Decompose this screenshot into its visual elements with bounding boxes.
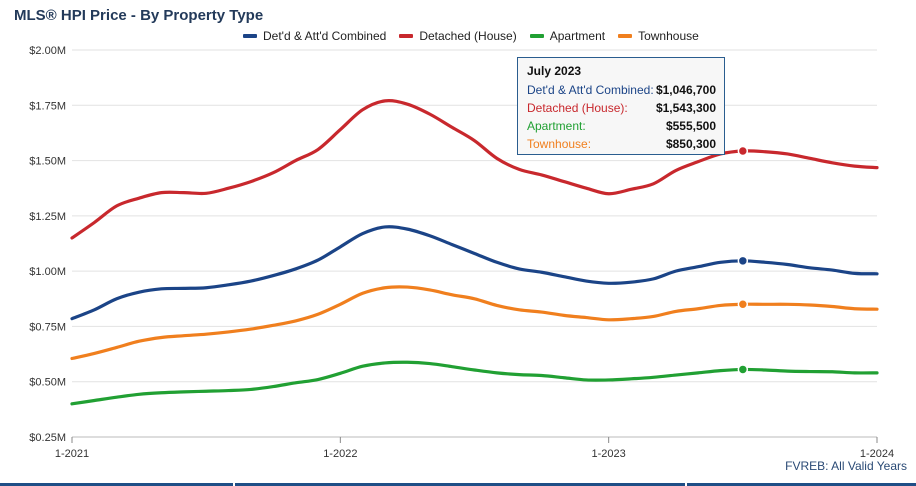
legend: Det'd & Att'd Combined Detached (House) … [243, 29, 699, 43]
bottom-tab-divider [233, 483, 235, 486]
marker-detached[interactable] [737, 145, 749, 157]
legend-swatch-combined [243, 34, 257, 38]
x-tick-label: 1-2023 [592, 448, 626, 460]
tooltip-date: July 2023 [527, 64, 582, 78]
y-tick-label: $2.00M [29, 45, 66, 57]
bottom-tab-bar [0, 483, 916, 486]
legend-item-townhouse[interactable]: Townhouse [618, 29, 699, 43]
marker-townhouse[interactable] [737, 298, 749, 310]
tooltip-row-townhouse: Townhouse: $850,300 [527, 135, 716, 153]
tooltip-row-combined: Det'd & Att'd Combined: $1,046,700 [527, 81, 716, 99]
tooltip-row-apartment: Apartment: $555,500 [527, 117, 716, 135]
legend-label-apartment: Apartment [549, 29, 606, 43]
series-line-apartment[interactable] [70, 360, 879, 406]
y-tick-label: $1.75M [29, 100, 66, 112]
marker-apartment[interactable] [737, 364, 749, 375]
legend-label-townhouse: Townhouse [638, 29, 699, 43]
tooltip-value-combined: $1,046,700 [655, 83, 716, 97]
chart-title: MLS® HPI Price - By Property Type [14, 7, 264, 24]
y-tick-label: $1.50M [29, 156, 66, 168]
legend-swatch-townhouse [618, 34, 633, 38]
hover-markers [737, 145, 749, 375]
tooltip-label-combined: Det'd & Att'd Combined: [527, 83, 654, 97]
legend-item-detached[interactable]: Detached (House) [399, 29, 517, 43]
y-tick-label: $0.50M [29, 377, 66, 389]
tooltip-label-detached: Detached (House): [527, 101, 628, 115]
x-tick-label: 1-2022 [323, 448, 357, 460]
tooltip-label-townhouse: Townhouse: [527, 137, 592, 151]
legend-item-apartment[interactable]: Apartment [529, 29, 606, 43]
legend-swatch-apartment [529, 34, 544, 38]
y-tick-label: $1.25M [29, 211, 66, 223]
y-tick-label: $0.25M [29, 432, 66, 444]
series-line-detached[interactable] [70, 99, 879, 240]
legend-label-combined: Det'd & Att'd Combined [263, 29, 387, 43]
x-tick-label: 1-2021 [55, 448, 89, 460]
legend-item-combined[interactable]: Det'd & Att'd Combined [243, 29, 386, 43]
series-line-townhouse[interactable] [70, 285, 879, 361]
legend-label-detached: Detached (House) [419, 29, 517, 43]
tooltip: July 2023 Det'd & Att'd Combined: $1,046… [517, 57, 725, 155]
legend-swatch-detached [399, 34, 414, 38]
y-axis: $0.25M $0.50M $0.75M $1.00M $1.25M $1.50M $1.7… [29, 45, 66, 444]
bottom-tab-divider [685, 483, 687, 486]
y-tick-label: $0.75M [29, 321, 66, 333]
tooltip-label-apartment: Apartment: [527, 119, 586, 133]
x-axis: 1-2021 1-2022 1-2023 1-2024 [55, 437, 894, 460]
source-note: FVREB: All Valid Years [785, 459, 907, 473]
tooltip-row-detached: Detached (House): $1,543,300 [527, 99, 716, 117]
marker-combined[interactable] [737, 255, 749, 267]
y-tick-label: $1.00M [29, 266, 66, 278]
series-lines [70, 99, 879, 406]
x-tick-label: 1-2024 [860, 448, 894, 460]
tooltip-value-townhouse: $850,300 [665, 137, 716, 151]
tooltip-value-apartment: $555,500 [665, 119, 716, 133]
tooltip-value-detached: $1,543,300 [655, 101, 716, 115]
grid-lines [72, 49, 877, 438]
